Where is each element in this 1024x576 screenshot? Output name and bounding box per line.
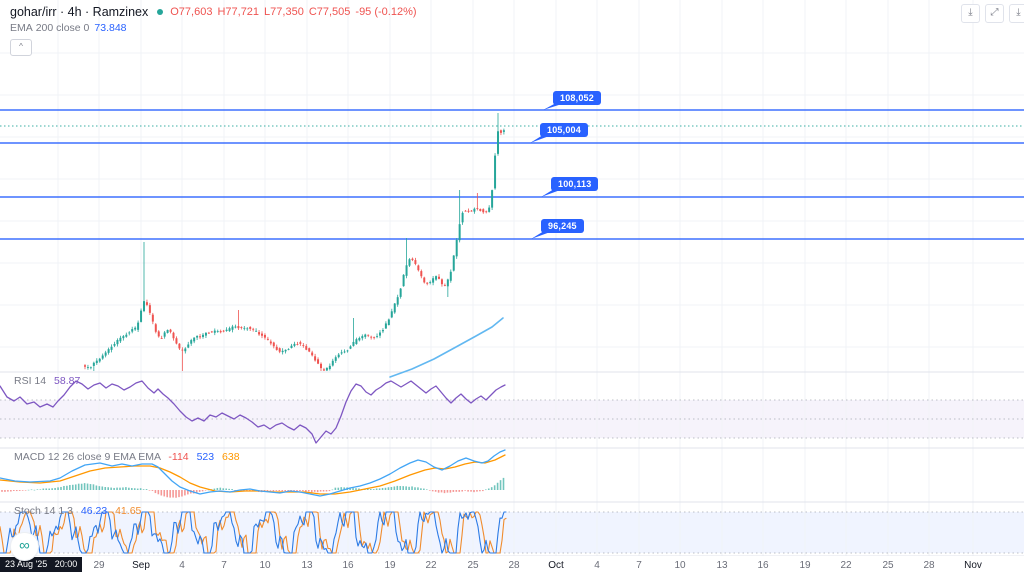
ohlc-low: L77,350 <box>264 6 304 18</box>
connection-status-icon <box>157 9 164 15</box>
macd-legend[interactable]: MACD 12 26 close 9 EMA EMA -114 523 638 <box>14 451 240 463</box>
price-level-label[interactable]: 100,113 <box>551 177 599 191</box>
fullscreen-icon[interactable]: ⤢ <box>985 4 1004 23</box>
stoch-label: Stoch 14 1 3 <box>14 505 73 517</box>
time-axis-label: 16 <box>342 560 354 571</box>
time-axis-label: 4 <box>594 560 600 571</box>
stoch-k-value: 46.23 <box>80 505 108 517</box>
time-axis-label: 19 <box>384 560 396 571</box>
time-axis-label: 4 <box>179 560 185 571</box>
macd-hist-value: -114 <box>168 451 189 463</box>
rsi-legend[interactable]: RSI 14 58.87 <box>14 375 80 387</box>
time-axis-label: 10 <box>259 560 271 571</box>
top-right-toolbar: ⤓ ⤢ ⤓ <box>961 4 1024 23</box>
rsi-value: 58.87 <box>54 375 81 387</box>
ohlc-change: -95 (-0.12%) <box>355 6 417 18</box>
ema-name: EMA <box>10 22 33 34</box>
ema-legend[interactable]: EMA 200 close 0 73.848 <box>10 22 422 34</box>
ohlc-close: C77,505 <box>308 6 351 18</box>
time-axis-crosshair-label: 23 Aug '25 20:00 <box>0 557 83 572</box>
macd-signal-value: 638 <box>222 451 240 463</box>
time-axis-label: 28 <box>508 560 520 571</box>
time-axis-label: 25 <box>467 560 479 571</box>
time-axis-label: 7 <box>636 560 642 571</box>
symbol-title[interactable]: gohar/irr · 4h · Ramzinex <box>10 5 149 19</box>
time-axis-label: 10 <box>674 560 686 571</box>
stoch-legend[interactable]: Stoch 14 1 3 46.23 41.65 <box>14 505 141 517</box>
chart-legend: gohar/irr · 4h · Ramzinex O77,603 H77,72… <box>10 5 422 56</box>
macd-value: 523 <box>196 451 215 463</box>
time-axis-label: 13 <box>301 560 313 571</box>
time-axis-label: 16 <box>757 560 769 571</box>
time-axis-label: 29 <box>93 560 105 571</box>
collapse-legend-button[interactable]: ^ <box>10 39 32 56</box>
price-level-label[interactable]: 105,004 <box>540 123 588 137</box>
download-icon[interactable]: ⤓ <box>961 4 980 23</box>
exchange-logo-icon[interactable]: ∞ <box>10 532 39 561</box>
stoch-d-value: 41.65 <box>115 505 142 517</box>
time-axis[interactable]: 2629Sep4710131619222528Oct47101316192225… <box>0 556 1024 576</box>
time-axis-label: Oct <box>548 560 564 571</box>
ema-params: 200 close 0 <box>35 22 90 34</box>
time-axis-label: 7 <box>221 560 227 571</box>
ema-value: 73.848 <box>94 22 127 34</box>
ohlc-high: H77,721 <box>217 6 260 18</box>
time-axis-label: 22 <box>840 560 852 571</box>
time-axis-label: Nov <box>964 560 982 571</box>
price-level-label[interactable]: 108,052 <box>553 91 601 105</box>
time-axis-label: 19 <box>799 560 811 571</box>
ohlc-open: O77,603 <box>170 6 213 18</box>
time-axis-label: 25 <box>882 560 894 571</box>
time-axis-label: Sep <box>132 560 150 571</box>
price-level-label[interactable]: 96,245 <box>541 219 584 233</box>
time-axis-label: 28 <box>923 560 935 571</box>
time-axis-label: 13 <box>716 560 728 571</box>
time-axis-label: 22 <box>425 560 437 571</box>
more-icon[interactable]: ⤓ <box>1009 4 1024 23</box>
macd-label: MACD 12 26 close 9 EMA EMA <box>14 451 161 463</box>
rsi-label: RSI 14 <box>14 375 47 387</box>
